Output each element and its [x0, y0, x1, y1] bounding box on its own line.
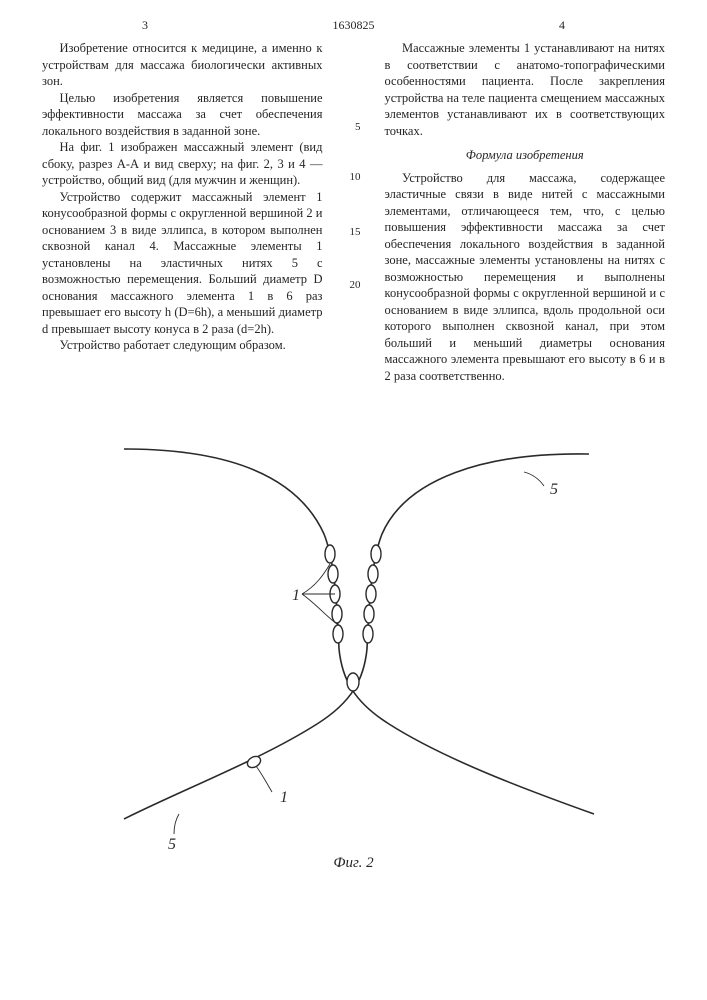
figure-label-1: 1 — [292, 587, 300, 604]
figure-caption: Фиг. 2 — [42, 855, 665, 872]
header: 3 1630825 4 — [42, 18, 665, 40]
two-column-text: Изобретение относится к медицине, а имен… — [42, 40, 665, 384]
paragraph: Устройство содержит массажный элемент 1 … — [42, 189, 323, 338]
line-number: 10 — [350, 170, 361, 185]
right-column: Массажные элементы 1 устанавливают на ни… — [385, 40, 666, 384]
figure-2: 1 1 5 5 Фиг. 2 — [42, 424, 665, 872]
document-number: 1630825 — [42, 18, 665, 33]
left-column: Изобретение относится к медицине, а имен… — [42, 40, 323, 384]
column-number-right: 4 — [559, 18, 565, 33]
paragraph: На фиг. 1 изображен массажный элемент (в… — [42, 139, 323, 189]
line-number: 20 — [350, 278, 361, 293]
patent-page: 3 1630825 4 Изобретение относится к меди… — [0, 0, 707, 902]
line-number: 15 — [350, 225, 361, 240]
line-number-gutter: 5 10 15 20 — [345, 40, 363, 384]
claims-heading: Формула изобретения — [385, 147, 666, 164]
line-number: 5 — [355, 120, 361, 135]
claims-paragraph: Устройство для массажа, содержащее эласт… — [385, 170, 666, 385]
figure-label-5: 5 — [168, 836, 176, 853]
figure-svg: 1 1 5 5 — [84, 424, 624, 854]
paragraph: Целью изобретения является повышение эфф… — [42, 90, 323, 140]
paragraph: Изобретение относится к медицине, а имен… — [42, 40, 323, 90]
figure-label-1: 1 — [280, 789, 288, 806]
paragraph: Устройство работает следующим образом. — [42, 337, 323, 354]
paragraph: Массажные элементы 1 устанавливают на ни… — [385, 40, 666, 139]
figure-label-5: 5 — [550, 481, 558, 498]
